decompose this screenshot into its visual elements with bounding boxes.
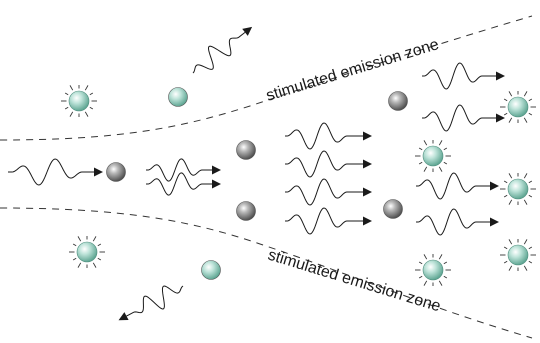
photon-stage4-a — [422, 62, 505, 90]
excited-atom-7 — [500, 239, 536, 271]
photon-stage2-a — [146, 158, 221, 182]
excited-atom-1 — [61, 85, 97, 117]
atom-ground-2 — [236, 140, 256, 160]
excited-atom-4 — [415, 254, 451, 286]
photon-stage2-b — [146, 172, 221, 196]
photon-stage4-b — [422, 104, 505, 132]
zone-label-top: stimulated emission zone — [264, 36, 441, 105]
photon-stage3-c — [285, 178, 372, 206]
photon-spontaneous-down — [118, 285, 184, 321]
photon-stage4-d — [416, 208, 499, 236]
atom-ground-3 — [236, 201, 256, 221]
atom-relaxed-bottom — [201, 260, 221, 280]
excited-atom-2 — [69, 236, 105, 268]
excited-atoms — [61, 85, 536, 286]
atoms — [106, 87, 408, 280]
photon-waves — [8, 26, 505, 321]
zone-boundary-top — [0, 15, 533, 141]
atom-ground-5 — [383, 199, 403, 219]
excited-atom-3 — [415, 140, 451, 172]
excited-atom-5 — [500, 91, 536, 123]
atom-relaxed-top — [168, 87, 188, 107]
excited-atom-6 — [500, 173, 536, 205]
atom-ground-1 — [106, 162, 126, 182]
zone-label-bottom: stimulated emission zone — [266, 247, 443, 316]
photon-stage4-c — [416, 172, 499, 200]
atom-ground-4 — [388, 91, 408, 111]
photon-spontaneous-up — [192, 26, 253, 74]
photon-stage3-a — [285, 122, 372, 150]
zone-boundary-bottom — [0, 207, 533, 339]
photon-stage3-b — [285, 150, 372, 178]
photon-incoming — [8, 158, 103, 186]
photon-stage3-d — [285, 207, 372, 235]
